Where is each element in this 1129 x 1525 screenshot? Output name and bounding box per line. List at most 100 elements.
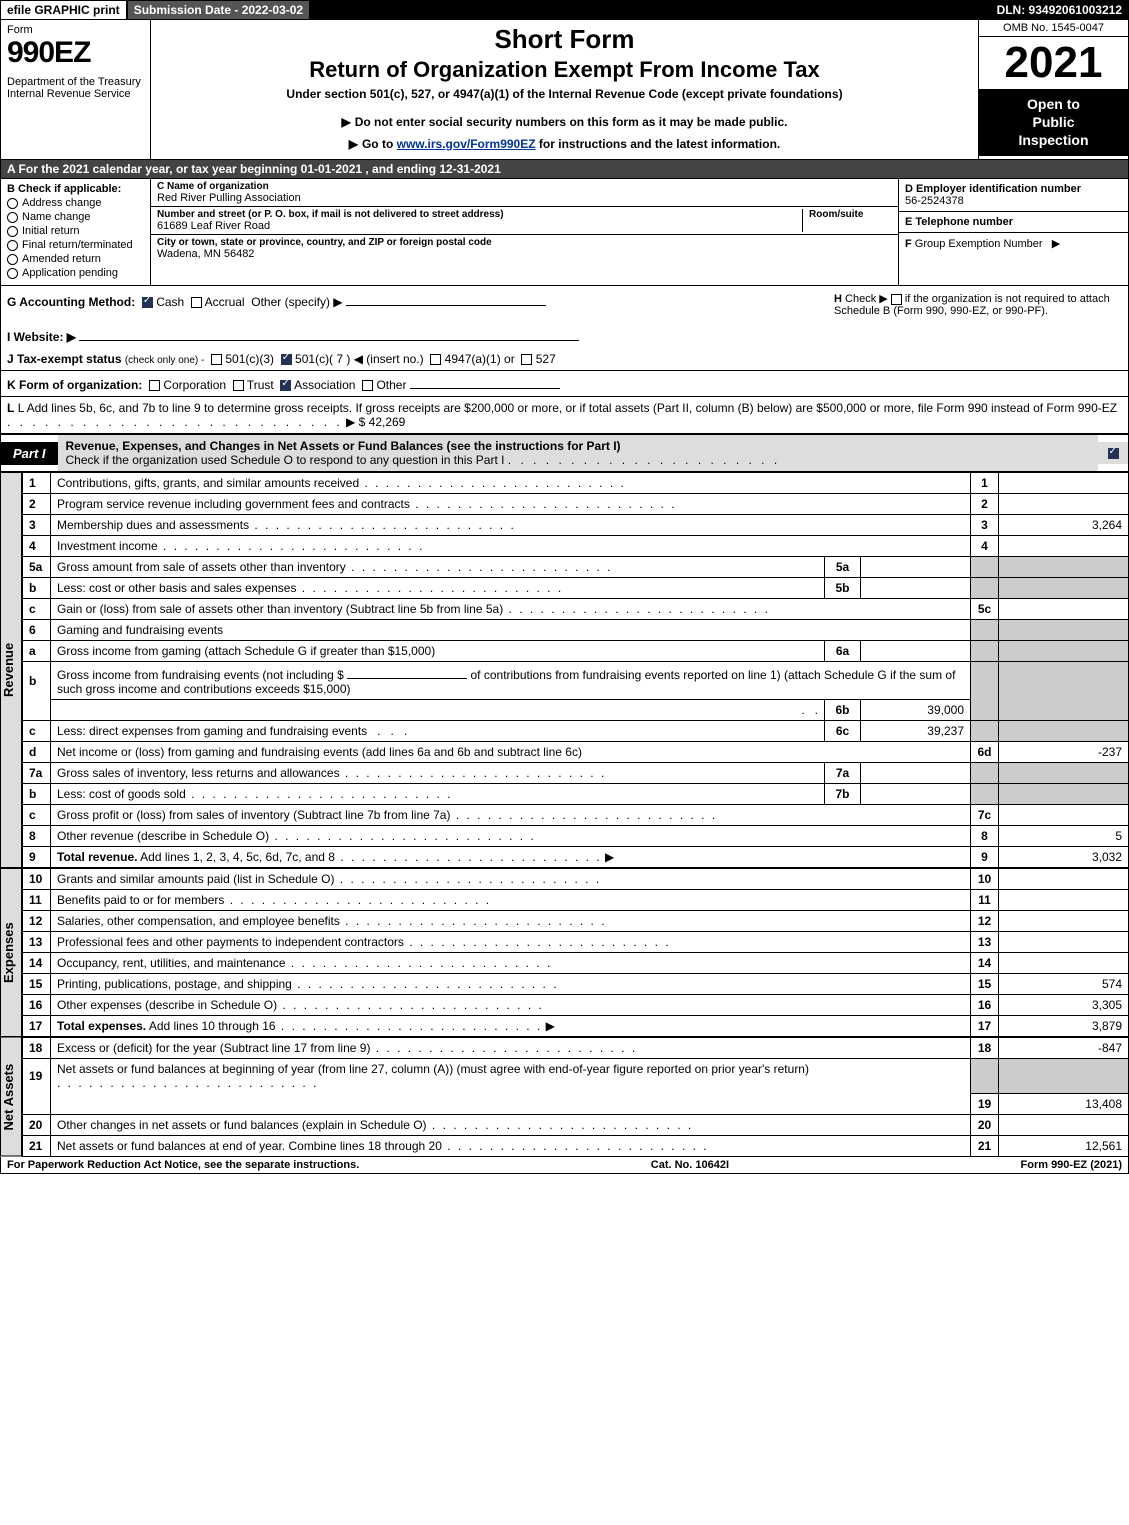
opt-application-pending: Application pending [22,267,118,279]
open-to-public: Open to Public Inspection [979,89,1128,156]
line-box: 5c [971,599,999,620]
total-revenue-val: 3,032 [999,847,1129,868]
line-val [999,932,1129,953]
line-box: 1 [971,473,999,494]
opt-address-change: Address change [22,197,102,209]
line-box: 6d [971,742,999,763]
line-num: 4 [23,536,51,557]
row-k: K Form of organization: Corporation Trus… [0,371,1129,397]
line-num-blank [23,1093,51,1114]
line-val [999,473,1129,494]
line-box-shade [971,662,999,700]
line-6b-mini-wrap: . . [51,700,825,721]
line-18-val: -847 [999,1038,1129,1059]
line-box: 18 [971,1038,999,1059]
org-name: Red River Pulling Association [157,192,892,204]
mini-box: 6b [825,700,861,721]
checkbox-4947[interactable] [430,354,441,365]
mini-box: 5b [825,578,861,599]
line-num: 11 [23,890,51,911]
arrow-icon: ▶ [605,850,614,864]
line-val [999,1114,1129,1135]
line-val [999,599,1129,620]
line-desc: Excess or (deficit) for the year (Subtra… [51,1038,971,1059]
line-num: 1 [23,473,51,494]
j-527: 527 [536,352,556,366]
checkbox-trust[interactable] [233,380,244,391]
checkbox-name-change[interactable] [7,212,18,223]
line-desc: Grants and similar amounts paid (list in… [51,869,971,890]
line-box: 8 [971,826,999,847]
netassets-side-label: Net Assets [0,1037,22,1157]
checkbox-address-change[interactable] [7,198,18,209]
line-box-shade [971,641,999,662]
e-label: E Telephone number [905,216,1122,228]
line-num: 10 [23,869,51,890]
checkbox-initial-return[interactable] [7,226,18,237]
line-desc: Gross sales of inventory, less returns a… [51,763,825,784]
contrib-amount-line[interactable] [347,665,467,679]
line-num: 16 [23,995,51,1016]
checkbox-schedule-b[interactable] [891,294,902,305]
part1-title: Revenue, Expenses, and Changes in Net As… [58,435,1098,471]
line-val [999,494,1129,515]
line-desc: Other revenue (describe in Schedule O) [51,826,971,847]
return-title: Return of Organization Exempt From Incom… [161,57,968,83]
line-desc: Gross income from gaming (attach Schedul… [51,641,825,662]
footer-catno: Cat. No. 10642I [651,1159,729,1171]
line-desc: Net income or (loss) from gaming and fun… [51,742,971,763]
line-6d-val: -237 [999,742,1129,763]
checkbox-association[interactable] [280,380,291,391]
checkbox-501c3[interactable] [211,354,222,365]
irs-link[interactable]: www.irs.gov/Form990EZ [397,137,536,151]
line-num: 19 [23,1059,51,1094]
mini-box: 6c [825,721,861,742]
accrual-label: Accrual [205,295,245,309]
row-i: I Website: ▶ [0,323,1129,348]
line-desc: Other expenses (describe in Schedule O) [51,995,971,1016]
g-label: G Accounting Method: [7,295,135,309]
checkbox-application-pending[interactable] [7,268,18,279]
page-footer: For Paperwork Reduction Act Notice, see … [0,1157,1129,1174]
line-num: c [23,721,51,742]
line-desc: Gross profit or (loss) from sales of inv… [51,805,971,826]
l-arrow: ▶ $ [346,415,365,429]
line-desc: Gross income from fundraising events (no… [51,662,971,700]
website-line[interactable] [79,327,579,341]
checkbox-final-return[interactable] [7,240,18,251]
checkbox-part1-scheduleo[interactable] [1108,448,1119,459]
row-j: J Tax-exempt status (check only one) - 5… [0,348,1129,371]
line-desc: Other changes in net assets or fund bala… [51,1114,971,1135]
line-21-val: 12,561 [999,1135,1129,1156]
line-num: 12 [23,911,51,932]
c-name-label: C Name of organization [157,181,892,192]
checkbox-accrual[interactable] [191,297,202,308]
checkbox-527[interactable] [521,354,532,365]
efile-print-label[interactable]: efile GRAPHIC print [1,1,128,19]
other-specify-line[interactable] [346,292,546,306]
checkbox-cash[interactable] [142,297,153,308]
line-num: 8 [23,826,51,847]
line-box: 11 [971,890,999,911]
other-specify: Other (specify) ▶ [251,295,342,309]
opt-name-change: Name change [22,211,91,223]
top-bar: efile GRAPHIC print Submission Date - 20… [0,0,1129,20]
checkbox-other-org[interactable] [362,380,373,391]
line-num: 3 [23,515,51,536]
line-box: 17 [971,1016,999,1037]
checkbox-amended-return[interactable] [7,254,18,265]
line-box: 4 [971,536,999,557]
row-l: L L Add lines 5b, 6c, and 7b to line 9 t… [0,397,1129,434]
line-val [999,805,1129,826]
opt-initial-return: Initial return [22,225,79,237]
line-desc: Less: cost of goods sold [51,784,825,805]
k-other-line[interactable] [410,375,560,389]
part1-subtitle: Check if the organization used Schedule … [66,453,505,467]
checkbox-corporation[interactable] [149,380,160,391]
line-box: 7c [971,805,999,826]
line-num: 13 [23,932,51,953]
line-num: c [23,805,51,826]
line-box-shade [971,620,999,641]
checkbox-501c[interactable] [281,354,292,365]
line-num: 15 [23,974,51,995]
